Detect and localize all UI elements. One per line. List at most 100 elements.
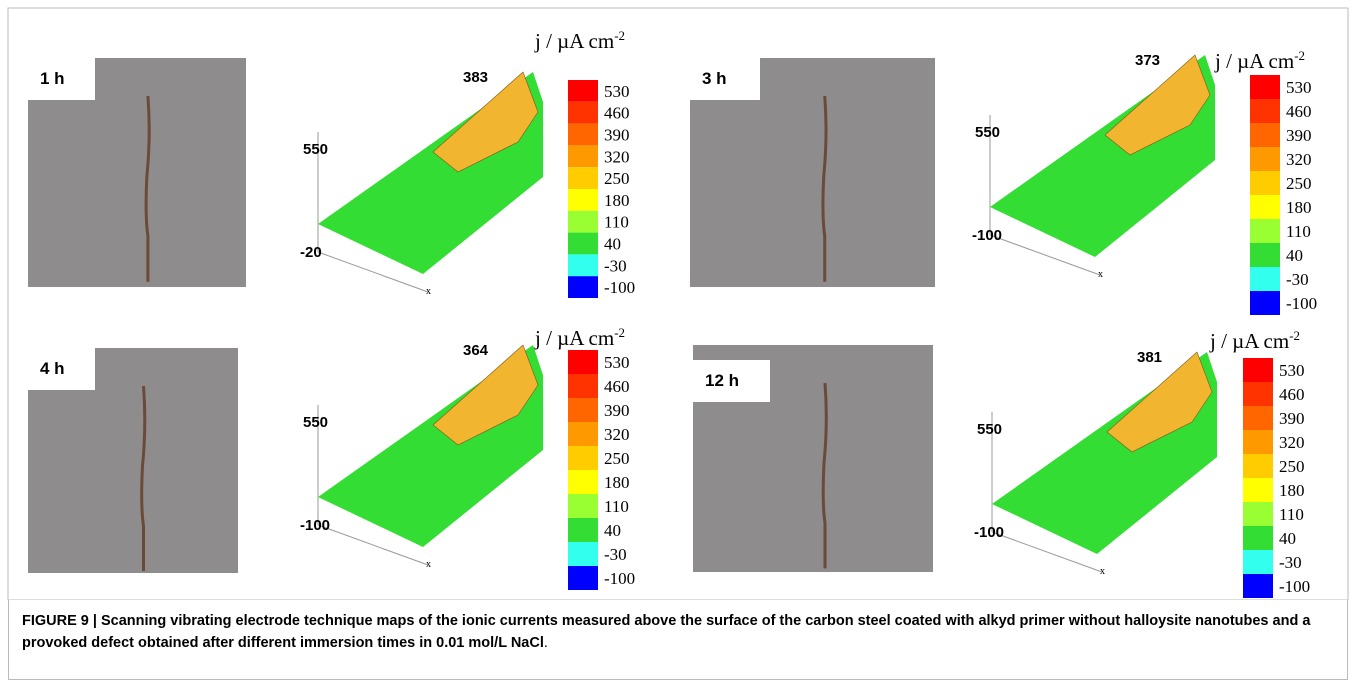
colorbar-title: j / µA cm-2 bbox=[1209, 328, 1300, 353]
colorbar-tick-label: -30 bbox=[1286, 270, 1309, 289]
colorbar-title: j / µA cm-2 bbox=[1214, 48, 1305, 73]
colorbar-swatch bbox=[1250, 147, 1280, 171]
colorbar-swatch bbox=[1243, 478, 1273, 502]
colorbar-tick-label: 390 bbox=[1286, 126, 1312, 145]
colorbar-swatch bbox=[568, 374, 598, 398]
colorbar-swatch bbox=[568, 189, 598, 211]
colorbar-tick-label: 460 bbox=[1286, 102, 1312, 121]
page: 1 h383550-20xj / µA cm-25304603903202501… bbox=[0, 0, 1356, 687]
z-bottom-label: -100 bbox=[974, 524, 1004, 541]
colorbar-tick-label: 320 bbox=[1279, 433, 1305, 452]
time-label: 12 h bbox=[705, 371, 739, 390]
colorbar-tick-label: 530 bbox=[604, 353, 630, 372]
colorbar-tick-label: 180 bbox=[604, 191, 630, 210]
colorbar-tick-label: 320 bbox=[604, 147, 630, 166]
colorbar-swatch bbox=[568, 124, 598, 146]
z-top-label: 550 bbox=[303, 414, 328, 431]
colorbar-tick-label: -100 bbox=[604, 569, 635, 588]
colorbar-swatch bbox=[568, 446, 598, 470]
x-axis-label: x bbox=[1100, 566, 1105, 577]
colorbar-swatch bbox=[1243, 358, 1273, 382]
colorbar-swatch bbox=[568, 167, 598, 189]
colorbar-tick-label: 110 bbox=[1286, 222, 1311, 241]
colorbar-tick-label: 180 bbox=[1279, 481, 1305, 500]
colorbar-swatch bbox=[568, 145, 598, 167]
colorbar-swatch bbox=[1250, 123, 1280, 147]
colorbar-swatch bbox=[1243, 550, 1273, 574]
colorbar-tick-label: 390 bbox=[604, 126, 630, 145]
time-label: 4 h bbox=[40, 359, 65, 378]
peak-label: 383 bbox=[463, 69, 488, 86]
colorbar-swatch bbox=[568, 566, 598, 590]
x-axis-label: x bbox=[426, 559, 431, 570]
colorbar-tick-label: 320 bbox=[1286, 150, 1312, 169]
colorbar-swatch bbox=[1250, 267, 1280, 291]
colorbar-swatch bbox=[568, 80, 598, 102]
colorbar-swatch bbox=[568, 102, 598, 124]
colorbar-swatch bbox=[568, 211, 598, 233]
colorbar-swatch bbox=[1250, 99, 1280, 123]
colorbar-title: j / µA cm-2 bbox=[534, 325, 625, 350]
colorbar-swatch bbox=[568, 470, 598, 494]
colorbar-title-main: j / µA cm bbox=[534, 29, 614, 53]
colorbar-swatch bbox=[568, 422, 598, 446]
peak-label: 364 bbox=[463, 342, 489, 359]
time-label: 1 h bbox=[40, 69, 65, 88]
colorbar-swatch bbox=[1250, 171, 1280, 195]
colorbar-tick-label: 390 bbox=[1279, 409, 1305, 428]
colorbar-title: j / µA cm-2 bbox=[534, 28, 625, 53]
colorbar-swatch bbox=[1250, 219, 1280, 243]
colorbar-swatch bbox=[1243, 526, 1273, 550]
colorbar-title-main: j / µA cm bbox=[534, 326, 614, 350]
peak-label: 373 bbox=[1135, 52, 1160, 69]
colorbar-title-sup: -2 bbox=[614, 28, 625, 43]
colorbar-tick-label: 40 bbox=[1279, 529, 1296, 548]
colorbar-swatch bbox=[1243, 574, 1273, 598]
colorbar-title-sup: -2 bbox=[1289, 328, 1300, 343]
colorbar-swatch bbox=[1243, 454, 1273, 478]
colorbar-swatch bbox=[1250, 75, 1280, 99]
colorbar-tick-label: -30 bbox=[604, 545, 627, 564]
colorbar-tick-label: 460 bbox=[604, 104, 630, 123]
z-bottom-label: -20 bbox=[300, 244, 322, 261]
colorbar-tick-label: -30 bbox=[1279, 553, 1302, 572]
colorbar-tick-label: 530 bbox=[1286, 78, 1312, 97]
colorbar-swatch bbox=[1243, 406, 1273, 430]
colorbar-tick-label: 250 bbox=[604, 449, 630, 468]
colorbar-title-main: j / µA cm bbox=[1214, 49, 1294, 73]
caption-frame bbox=[8, 600, 1348, 680]
z-bottom-label: -100 bbox=[300, 517, 330, 534]
z-top-label: 550 bbox=[975, 124, 1000, 141]
colorbar-swatch bbox=[1250, 195, 1280, 219]
colorbar-tick-label: 390 bbox=[604, 401, 630, 420]
colorbar-tick-label: 40 bbox=[1286, 246, 1303, 265]
colorbar-title-sup: -2 bbox=[1294, 48, 1305, 63]
colorbar-tick-label: 180 bbox=[1286, 198, 1312, 217]
colorbar-swatch bbox=[568, 494, 598, 518]
time-label: 3 h bbox=[702, 69, 727, 88]
colorbar-swatch bbox=[1250, 291, 1280, 315]
colorbar-swatch bbox=[1243, 502, 1273, 526]
colorbar-swatch bbox=[568, 518, 598, 542]
x-axis-label: x bbox=[1098, 269, 1103, 280]
z-bottom-label: -100 bbox=[972, 227, 1002, 244]
colorbar-swatch bbox=[568, 233, 598, 255]
colorbar-tick-label: -100 bbox=[604, 278, 635, 297]
colorbar-tick-label: 40 bbox=[604, 235, 621, 254]
colorbar-swatch bbox=[568, 350, 598, 374]
colorbar-swatch bbox=[1243, 430, 1273, 454]
colorbar-swatch bbox=[568, 398, 598, 422]
colorbar-tick-label: 110 bbox=[604, 213, 629, 232]
colorbar-swatch bbox=[1250, 243, 1280, 267]
colorbar-swatch bbox=[568, 276, 598, 298]
colorbar-title-sup: -2 bbox=[614, 325, 625, 340]
colorbar-tick-label: 460 bbox=[1279, 385, 1305, 404]
colorbar-tick-label: -100 bbox=[1279, 577, 1310, 596]
colorbar-swatch bbox=[568, 542, 598, 566]
colorbar-tick-label: 250 bbox=[604, 169, 630, 188]
peak-label: 381 bbox=[1137, 349, 1162, 366]
colorbar-tick-label: 530 bbox=[604, 82, 630, 101]
colorbar-tick-label: 530 bbox=[1279, 361, 1305, 380]
colorbar-tick-label: 110 bbox=[1279, 505, 1304, 524]
colorbar-swatch bbox=[1243, 382, 1273, 406]
